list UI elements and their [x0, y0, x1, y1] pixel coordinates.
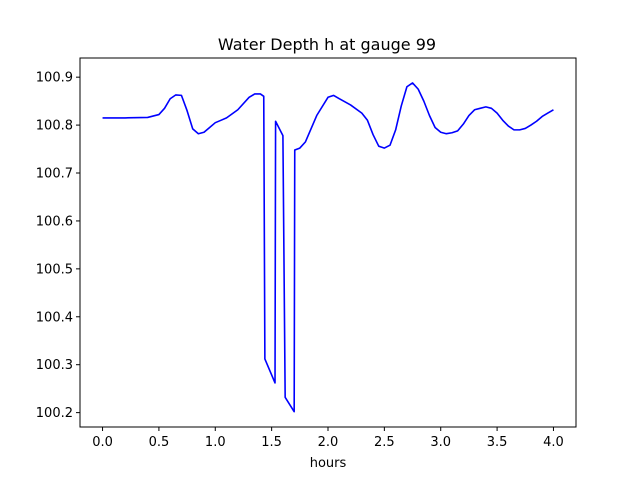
x-tick-label: 4.0: [543, 435, 564, 450]
x-tick-label: 1.5: [261, 435, 282, 450]
x-axis-label: hours: [310, 456, 347, 471]
plot-frame: [79, 57, 577, 428]
series-line: [102, 82, 554, 413]
y-tick-label: 100.9: [36, 71, 73, 86]
chart-title: Water Depth h at gauge 99: [218, 35, 436, 54]
y-tick-label: 100.8: [36, 119, 73, 134]
x-tick-label: 3.0: [430, 435, 451, 450]
x-tick-label: 3.5: [487, 435, 508, 450]
x-tick-label: 0.0: [92, 435, 113, 450]
y-tick-label: 100.3: [36, 358, 73, 373]
series-layer: [102, 82, 554, 413]
y-tick-label: 100.7: [36, 167, 73, 182]
x-tick-label: 0.5: [149, 435, 170, 450]
y-tick-label: 100.6: [36, 214, 73, 229]
y-tick-label: 100.2: [36, 406, 73, 421]
x-tick-label: 2.0: [318, 435, 339, 450]
x-tick-label: 1.0: [205, 435, 226, 450]
y-tick-label: 100.5: [36, 262, 73, 277]
axis-ticks: 0.0 0.5 1.0 1.5 2.0 2.5 3.0 3.5 4.0 100.2 100.3 100…: [36, 71, 564, 450]
y-tick-label: 100.4: [36, 310, 73, 325]
x-tick-label: 2.5: [374, 435, 395, 450]
